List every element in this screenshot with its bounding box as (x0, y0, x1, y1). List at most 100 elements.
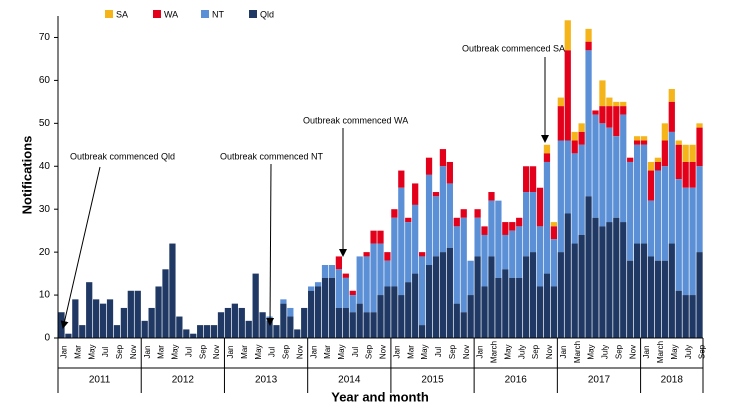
bar-segment (405, 217, 412, 223)
x-tick-label: Nov (462, 345, 471, 359)
bar-segment (640, 136, 648, 141)
bar-segment (689, 161, 696, 188)
bar-segment (543, 161, 551, 274)
bar-segment (689, 295, 696, 338)
bar-segment (640, 243, 648, 338)
x-tick-label: Sep (698, 344, 707, 359)
bar-segment (446, 247, 453, 338)
bar-segment (273, 325, 280, 338)
bar-segment (224, 307, 232, 338)
bar-segment (356, 303, 363, 338)
y-tick-label: 10 (39, 290, 51, 301)
bar-segment (280, 303, 287, 338)
bar-segment (606, 97, 613, 107)
bar-segment (238, 307, 245, 338)
legend-label: SA (116, 9, 128, 19)
bar-segment (308, 286, 315, 291)
legend-swatch (201, 10, 209, 18)
bar-segment (564, 213, 571, 338)
legend-label: Qld (260, 9, 274, 19)
bar-segment (550, 226, 558, 240)
x-tick-label: July (517, 345, 526, 359)
bar-segment (65, 333, 72, 338)
bar-segment (398, 170, 405, 188)
bar-segment (418, 256, 426, 326)
bar-segment (370, 230, 377, 244)
bar-segment (578, 123, 585, 132)
bar-segment (661, 260, 668, 338)
bar-segment (654, 161, 662, 171)
bar-segment (384, 260, 391, 287)
bar-segment (627, 157, 634, 162)
x-tick-label: Jul (184, 347, 193, 357)
bar-segment (141, 320, 148, 338)
year-label: 2012 (172, 375, 195, 386)
x-tick-label: Jan (143, 346, 152, 359)
bar-segment (398, 295, 405, 338)
bar-segment (675, 179, 682, 291)
bar-segment (481, 226, 488, 235)
bar-segment (543, 144, 551, 154)
year-label: 2017 (588, 375, 611, 386)
bar-segment (606, 106, 613, 128)
bar-segment (99, 303, 107, 338)
bar-segment (245, 320, 252, 338)
bar-segment (432, 256, 440, 338)
bar-segment (557, 140, 564, 253)
bar-segment (654, 260, 662, 338)
bar-segment (696, 252, 703, 338)
bar-segment (113, 325, 121, 338)
bar-segment (481, 234, 488, 287)
bar-segment (529, 192, 537, 253)
x-tick-label: Nov (129, 345, 138, 359)
bar-segment (543, 273, 551, 338)
bar-segment (578, 131, 585, 145)
x-tick-label: Jan (559, 346, 568, 359)
annotation: Outbreak commenced NT (220, 151, 324, 161)
bar-segment (425, 157, 433, 175)
bar-segment (460, 209, 467, 218)
x-tick-label: Mar (323, 345, 332, 359)
y-tick-label: 40 (39, 161, 51, 172)
bar-segment (217, 312, 225, 338)
y-axis-label: Notifications (19, 136, 34, 215)
x-tick-label: May (87, 344, 96, 359)
bar-segment (682, 161, 689, 188)
bar-segment (231, 303, 238, 338)
bar-segment (474, 256, 481, 338)
x-tick-label: Jan (392, 346, 401, 359)
bar-segment (405, 222, 412, 283)
bar-segment (516, 217, 523, 227)
bar-segment (349, 295, 356, 313)
bar-segment (668, 88, 675, 102)
bar-segment (599, 123, 606, 227)
x-tick-label: Mar (406, 345, 415, 359)
bar-segment (412, 183, 419, 205)
bar-segment (176, 316, 183, 338)
bar-segment (488, 192, 495, 201)
bar-segment (432, 192, 440, 197)
bar-segment (86, 282, 93, 338)
bar-segment (647, 170, 655, 201)
y-tick-label: 20 (39, 247, 51, 258)
x-tick-label: May (670, 344, 679, 359)
bar-segment (106, 299, 114, 338)
x-tick-label: Sep (531, 344, 540, 359)
bar-segment (377, 243, 384, 296)
bar-segment (571, 243, 578, 338)
bar-segment (481, 286, 488, 338)
bar-segment (564, 140, 571, 214)
x-tick-label: Jul (434, 347, 443, 357)
bar-segment (391, 209, 398, 218)
bar-segment (536, 187, 544, 227)
bar-segment (502, 222, 509, 235)
y-tick-label: 30 (39, 204, 51, 215)
bar-segment (654, 170, 662, 261)
bar-segment (446, 161, 453, 184)
x-tick-label: Nov (545, 345, 554, 359)
bar-segment (675, 140, 682, 145)
bar-segment (585, 196, 592, 338)
bar-segment (620, 106, 627, 115)
bar-segment (564, 50, 571, 141)
bar-segment (536, 226, 544, 287)
